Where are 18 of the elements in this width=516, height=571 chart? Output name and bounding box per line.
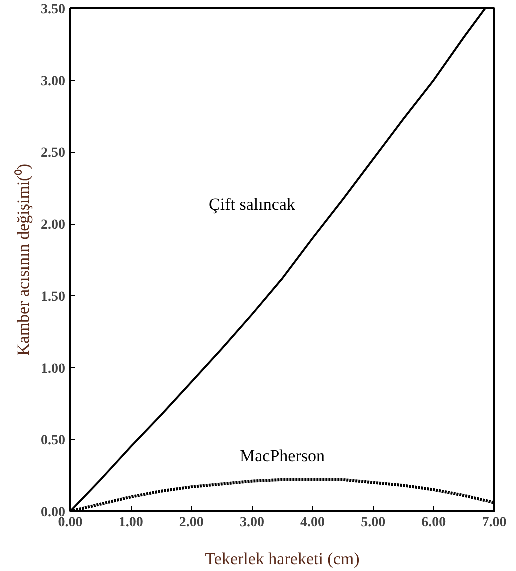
x-tick-label: 4.00 [300, 516, 326, 530]
y-tick-label: 3.50 [41, 2, 66, 18]
y-tick-label: 2.00 [41, 218, 66, 234]
x-tick-label: 1.00 [118, 516, 144, 530]
y-tick-label: 0.50 [41, 434, 66, 449]
y-tick-label: 3.00 [41, 74, 66, 90]
x-tick-label: 7.00 [482, 516, 507, 530]
x-axis-title: Tekerlek hareketi (cm) [205, 550, 360, 568]
series-label: Çift salıncak [209, 195, 296, 214]
y-tick-label: 1.00 [41, 362, 66, 377]
y-axis-title: Kamber acısının değişimi(⁰) [14, 164, 33, 356]
x-tick-label: 3.00 [240, 516, 264, 530]
x-tick-label: 5.00 [361, 516, 386, 530]
y-tick-label: 1.50 [41, 290, 66, 305]
x-tick-label: 6.00 [422, 516, 446, 530]
y-tick-label: 2.50 [41, 146, 66, 162]
series-label: MacPherson [240, 446, 326, 466]
x-tick-label: 2.00 [179, 516, 204, 530]
